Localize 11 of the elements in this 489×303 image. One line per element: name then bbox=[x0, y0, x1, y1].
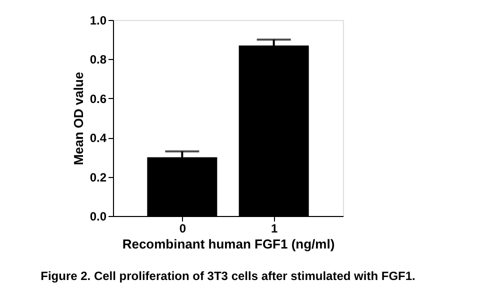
y-tick-label: 0.0 bbox=[90, 210, 107, 224]
caption: Figure 2. Cell proliferation of 3T3 cells after stimulated with FGF1. bbox=[40, 269, 416, 283]
y-tick-label: 1.0 bbox=[90, 14, 107, 28]
x-axis-title: Recombinant human FGF1 (ng/ml) bbox=[122, 236, 335, 252]
y-tick-label: 0.8 bbox=[90, 52, 107, 67]
y-tick-label: 0.4 bbox=[90, 131, 107, 146]
x-tick-label: 1 bbox=[270, 222, 278, 236]
y-tick-label: 0.6 bbox=[90, 92, 107, 106]
y-tick-label: 0.2 bbox=[90, 170, 107, 184]
x-tick-label: 0 bbox=[179, 222, 186, 236]
y-axis-title: Mean OD value bbox=[70, 72, 86, 166]
